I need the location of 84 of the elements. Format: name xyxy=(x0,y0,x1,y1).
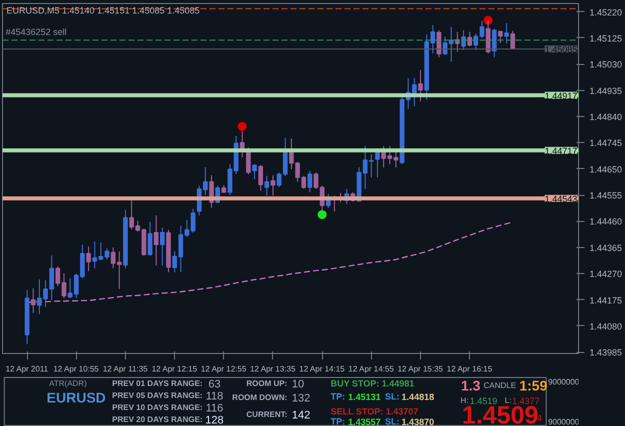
text: EURUSD xyxy=(46,390,106,406)
text: TP: xyxy=(330,416,346,426)
candlestick xyxy=(270,174,276,196)
ref-line-label: 1.44543 xyxy=(544,194,578,204)
ref-line-label: 1.44917 xyxy=(544,90,578,101)
text: 1.43557 xyxy=(348,417,381,426)
text: 63 xyxy=(208,378,221,390)
text: 128 xyxy=(205,414,224,426)
text: TP: xyxy=(330,392,346,402)
text: 1.45131 xyxy=(348,392,381,402)
y-tick-label: 1.43985 xyxy=(590,348,622,358)
y-tick-label: 1.45030 xyxy=(590,60,622,70)
y-tick-label: 1.44555 xyxy=(590,190,622,201)
y-tick-label: 1.44460 xyxy=(590,216,622,227)
text: 1.3 xyxy=(460,378,481,394)
candlestick xyxy=(308,170,312,193)
text: SELL STOP: 1.43707 xyxy=(330,406,418,416)
text: BUY STOP: 1.44981 xyxy=(330,378,414,388)
y-tick-label: 1.44650 xyxy=(590,164,622,174)
candlestick xyxy=(264,175,270,196)
candlestick xyxy=(418,69,423,102)
point xyxy=(238,122,247,131)
text: 118 xyxy=(206,390,224,402)
text: 1.43870 xyxy=(402,417,434,426)
point xyxy=(318,210,327,220)
x-tick-label: 12 Apr 15:35 xyxy=(398,364,444,374)
candlestick xyxy=(504,22,509,44)
text: 132 xyxy=(292,392,310,404)
ref-line-label: 1.45085 xyxy=(544,44,578,54)
text: CURRENT: xyxy=(246,410,288,419)
text: 1.4519 xyxy=(470,396,498,406)
candlestick xyxy=(252,164,257,180)
x-tick-label: 12 Apr 16:15 xyxy=(446,364,493,374)
text: CANDLE xyxy=(484,381,516,390)
y-tick-label: 1.44365 xyxy=(590,242,622,253)
text: PREV 20 DAYS RANGE: xyxy=(112,415,203,424)
text: PREV 10 DAYS RANGE: xyxy=(112,403,203,412)
candlestick xyxy=(486,20,490,54)
x-tick-label: 12 Apr 12:55 xyxy=(200,364,247,374)
candlestick xyxy=(86,246,91,272)
text: 10 xyxy=(292,378,304,390)
candlestick xyxy=(258,164,264,192)
candlestick xyxy=(160,227,165,266)
candlestick xyxy=(498,30,503,44)
text: 116 xyxy=(206,402,224,414)
candlestick xyxy=(148,221,152,256)
candlestick xyxy=(436,30,442,58)
x-tick-label: 12 Apr 14:15 xyxy=(299,364,346,374)
candlestick xyxy=(30,288,36,314)
text: SL: xyxy=(384,392,400,402)
ref-line-label: #45436252 sell xyxy=(6,27,67,38)
text: 4 xyxy=(537,413,542,423)
text: PREV 01 DAYS RANGE: xyxy=(112,379,203,388)
y-tick-label: 1.45125 xyxy=(590,33,622,44)
y-tick-label: 1.44840 xyxy=(590,112,622,122)
text: 1.4377 xyxy=(512,396,540,406)
ref-line-label: 1.44717 xyxy=(544,146,578,156)
text: PREV 05 DAYS RANGE: xyxy=(112,391,203,400)
candlestick xyxy=(492,28,497,58)
y-tick-label: 1.44935 xyxy=(590,86,622,96)
x-tick-label: 12 Apr 12:15 xyxy=(152,364,198,374)
y-tick-label: 1.44175 xyxy=(590,295,622,306)
text: 1.44818 xyxy=(402,392,434,402)
text: L: xyxy=(504,396,512,405)
text: SL: xyxy=(384,416,400,426)
y-tick-label: 1.45220 xyxy=(590,7,622,18)
text: ATR(ADR) xyxy=(49,379,88,388)
x-tick-label: 12 Apr 14:55 xyxy=(348,364,394,374)
text: 1:59 xyxy=(519,378,548,394)
x-tick-label: 12 Apr 13:35 xyxy=(250,364,296,374)
candlestick xyxy=(461,30,466,51)
y-tick-label: 1.44080 xyxy=(590,321,622,332)
x-tick-label: 12 Apr 2011 xyxy=(6,364,49,374)
y-tick-label: 1.44745 xyxy=(590,138,622,148)
x-tick-label: 12 Apr 10:55 xyxy=(53,364,100,374)
x-tick-label: 12 Apr 11:35 xyxy=(102,364,148,374)
candlestick xyxy=(154,214,159,266)
text: H: xyxy=(460,396,469,405)
y-tick-label: 1.44270 xyxy=(590,269,622,280)
candlestick xyxy=(467,31,472,47)
text: ROOM DOWN: xyxy=(232,393,288,402)
text: ROOM UP: xyxy=(246,379,288,388)
text: 142 xyxy=(292,410,310,422)
point xyxy=(484,16,493,25)
